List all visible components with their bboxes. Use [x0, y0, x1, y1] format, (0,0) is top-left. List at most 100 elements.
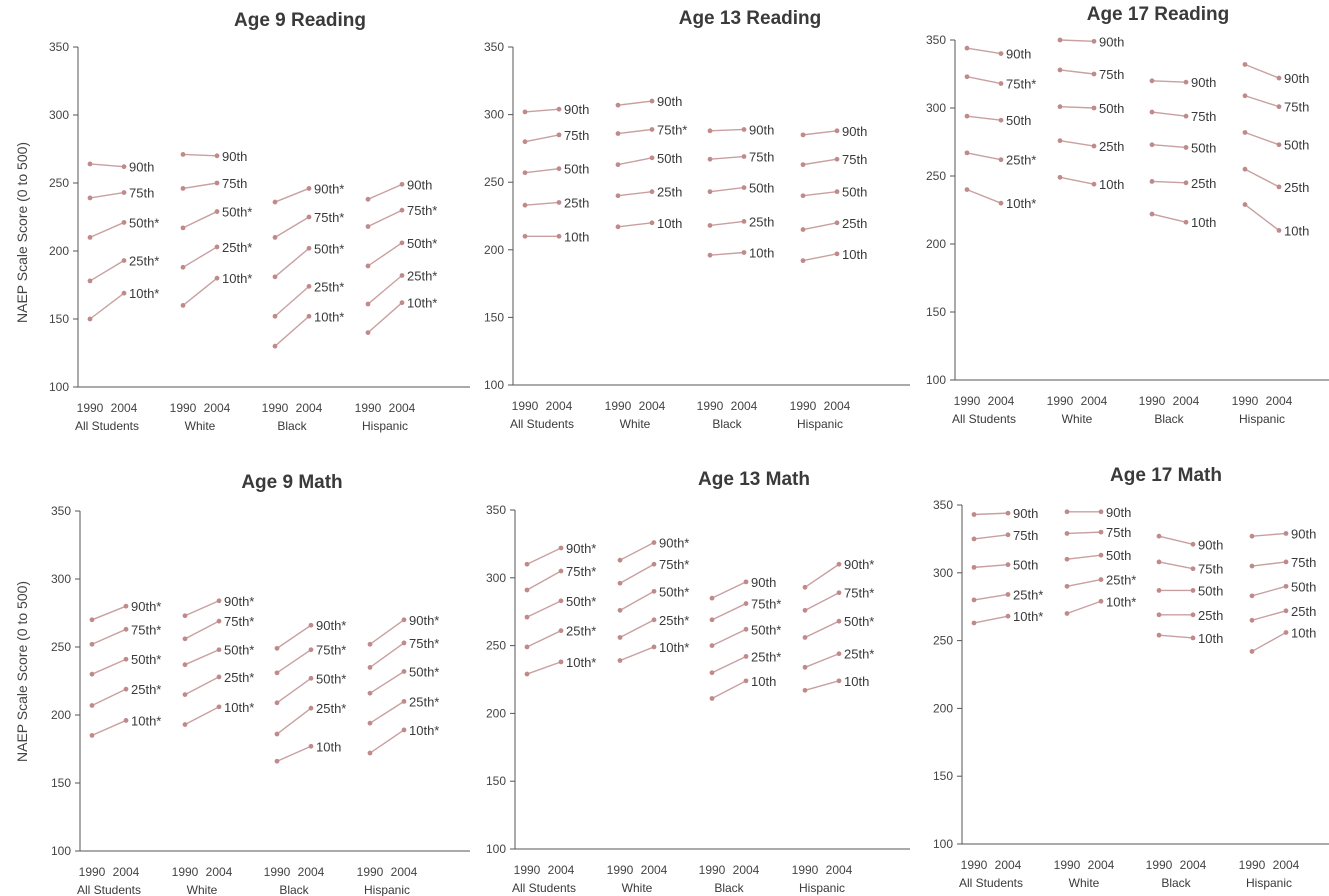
series-line	[804, 653, 840, 668]
x-tick-label: 2004	[1180, 858, 1207, 872]
series-line	[802, 253, 838, 262]
data-point-2004	[998, 157, 1004, 163]
percentile-label: 75th	[1191, 109, 1216, 124]
x-tick-label: 2004	[389, 401, 416, 415]
series-line	[1059, 69, 1095, 75]
percentile-label: 50th*	[222, 205, 252, 220]
data-point-1990	[709, 670, 715, 676]
data-point-1990	[1057, 104, 1063, 110]
series-line	[1059, 139, 1095, 147]
data-point-1990	[971, 597, 977, 603]
data-point-2004	[998, 200, 1004, 206]
percentile-label: 50th*	[751, 622, 781, 637]
series-line	[276, 745, 312, 762]
data-point-2004	[649, 220, 655, 226]
y-tick-label: 300	[51, 572, 71, 586]
data-point-2004	[741, 185, 747, 191]
y-tick-label: 100	[51, 844, 71, 858]
x-tick-label: 2004	[546, 399, 573, 413]
data-point-1990	[709, 643, 715, 648]
data-point-2004	[743, 579, 749, 585]
data-point-2004	[834, 156, 840, 162]
data-point-2004	[121, 290, 127, 296]
data-point-2004	[558, 598, 564, 604]
series-line	[184, 706, 220, 726]
data-point-2004	[214, 209, 220, 214]
data-point-2004	[836, 618, 842, 624]
percentile-label: 50th*	[316, 671, 346, 686]
percentile-label: 25th*	[222, 240, 252, 255]
percentile-label: 90th*	[316, 618, 346, 633]
percentile-label: 75th	[749, 150, 774, 165]
data-point-1990	[1156, 588, 1162, 593]
data-point-2004	[558, 545, 564, 551]
data-point-1990	[522, 170, 528, 176]
data-point-1990	[1249, 563, 1255, 569]
x-tick-label: 2004	[1273, 858, 1300, 872]
group-label: All Students	[512, 881, 576, 895]
percentile-label: 75th*	[657, 122, 687, 137]
data-point-2004	[741, 127, 747, 132]
series-line	[91, 628, 127, 645]
data-point-2004	[834, 128, 840, 134]
data-point-1990	[180, 303, 186, 308]
x-tick-label: 2004	[1173, 394, 1200, 408]
x-tick-label: 2004	[733, 863, 760, 877]
x-tick-label: 2004	[988, 394, 1015, 408]
series-line	[802, 190, 838, 197]
percentile-label: 50th	[1006, 113, 1031, 128]
data-point-1990	[707, 252, 713, 258]
data-point-1990	[802, 584, 808, 590]
series-line	[973, 615, 1009, 624]
data-point-1990	[800, 162, 806, 168]
percentile-label: 25th	[1099, 139, 1124, 154]
percentile-label: 90th	[407, 177, 432, 192]
series-line	[276, 649, 312, 674]
chart-panel: Age 13 Reading 100 150 200 250 300 350 1990 2004…	[484, 8, 910, 431]
data-point-1990	[1149, 211, 1155, 217]
series-line	[184, 649, 220, 666]
data-point-1990	[971, 536, 977, 542]
data-point-2004	[1091, 105, 1097, 111]
data-point-2004	[1283, 559, 1289, 565]
data-point-1990	[180, 264, 186, 270]
percentile-label: 50th	[657, 151, 682, 166]
data-point-2004	[216, 598, 222, 604]
data-point-1990	[1064, 531, 1070, 536]
data-point-1990	[274, 700, 280, 706]
group-label: Black	[1154, 412, 1184, 426]
chart-title: Age 13 Math	[698, 469, 810, 490]
percentile-label: 90th	[1191, 75, 1216, 90]
chart-title: Age 9 Math	[241, 472, 342, 493]
series-line	[1251, 561, 1287, 567]
data-point-2004	[123, 718, 129, 723]
series-line	[711, 680, 747, 700]
percentile-label: 25th*	[129, 254, 159, 269]
data-point-1990	[272, 313, 278, 319]
x-tick-label: 1990	[607, 863, 634, 877]
percentile-label: 25th*	[1106, 573, 1136, 588]
data-point-1990	[272, 199, 278, 205]
series-line	[91, 719, 127, 737]
data-point-1990	[964, 187, 970, 193]
group-label: White	[1062, 412, 1093, 426]
series-line	[526, 547, 562, 565]
chart-panel: Age 9 Reading 100 150 200 250 300 350 1990 2004 A…	[49, 10, 470, 433]
chart-title: Age 13 Reading	[679, 8, 822, 29]
data-point-2004	[1276, 142, 1282, 148]
data-point-2004	[399, 240, 405, 246]
data-point-2004	[123, 603, 129, 609]
percentile-label: 25th	[1191, 176, 1216, 191]
y-tick-label: 150	[484, 310, 504, 324]
data-point-2004	[214, 275, 220, 281]
series-line	[709, 186, 745, 193]
data-point-1990	[89, 671, 95, 677]
data-point-1990	[272, 343, 278, 349]
data-point-2004	[649, 127, 655, 132]
data-point-1990	[964, 74, 970, 80]
data-point-2004	[558, 628, 564, 634]
data-point-2004	[401, 669, 407, 674]
percentile-label: 90th	[1198, 537, 1223, 552]
data-point-2004	[1190, 566, 1196, 572]
series-line	[966, 76, 1002, 85]
